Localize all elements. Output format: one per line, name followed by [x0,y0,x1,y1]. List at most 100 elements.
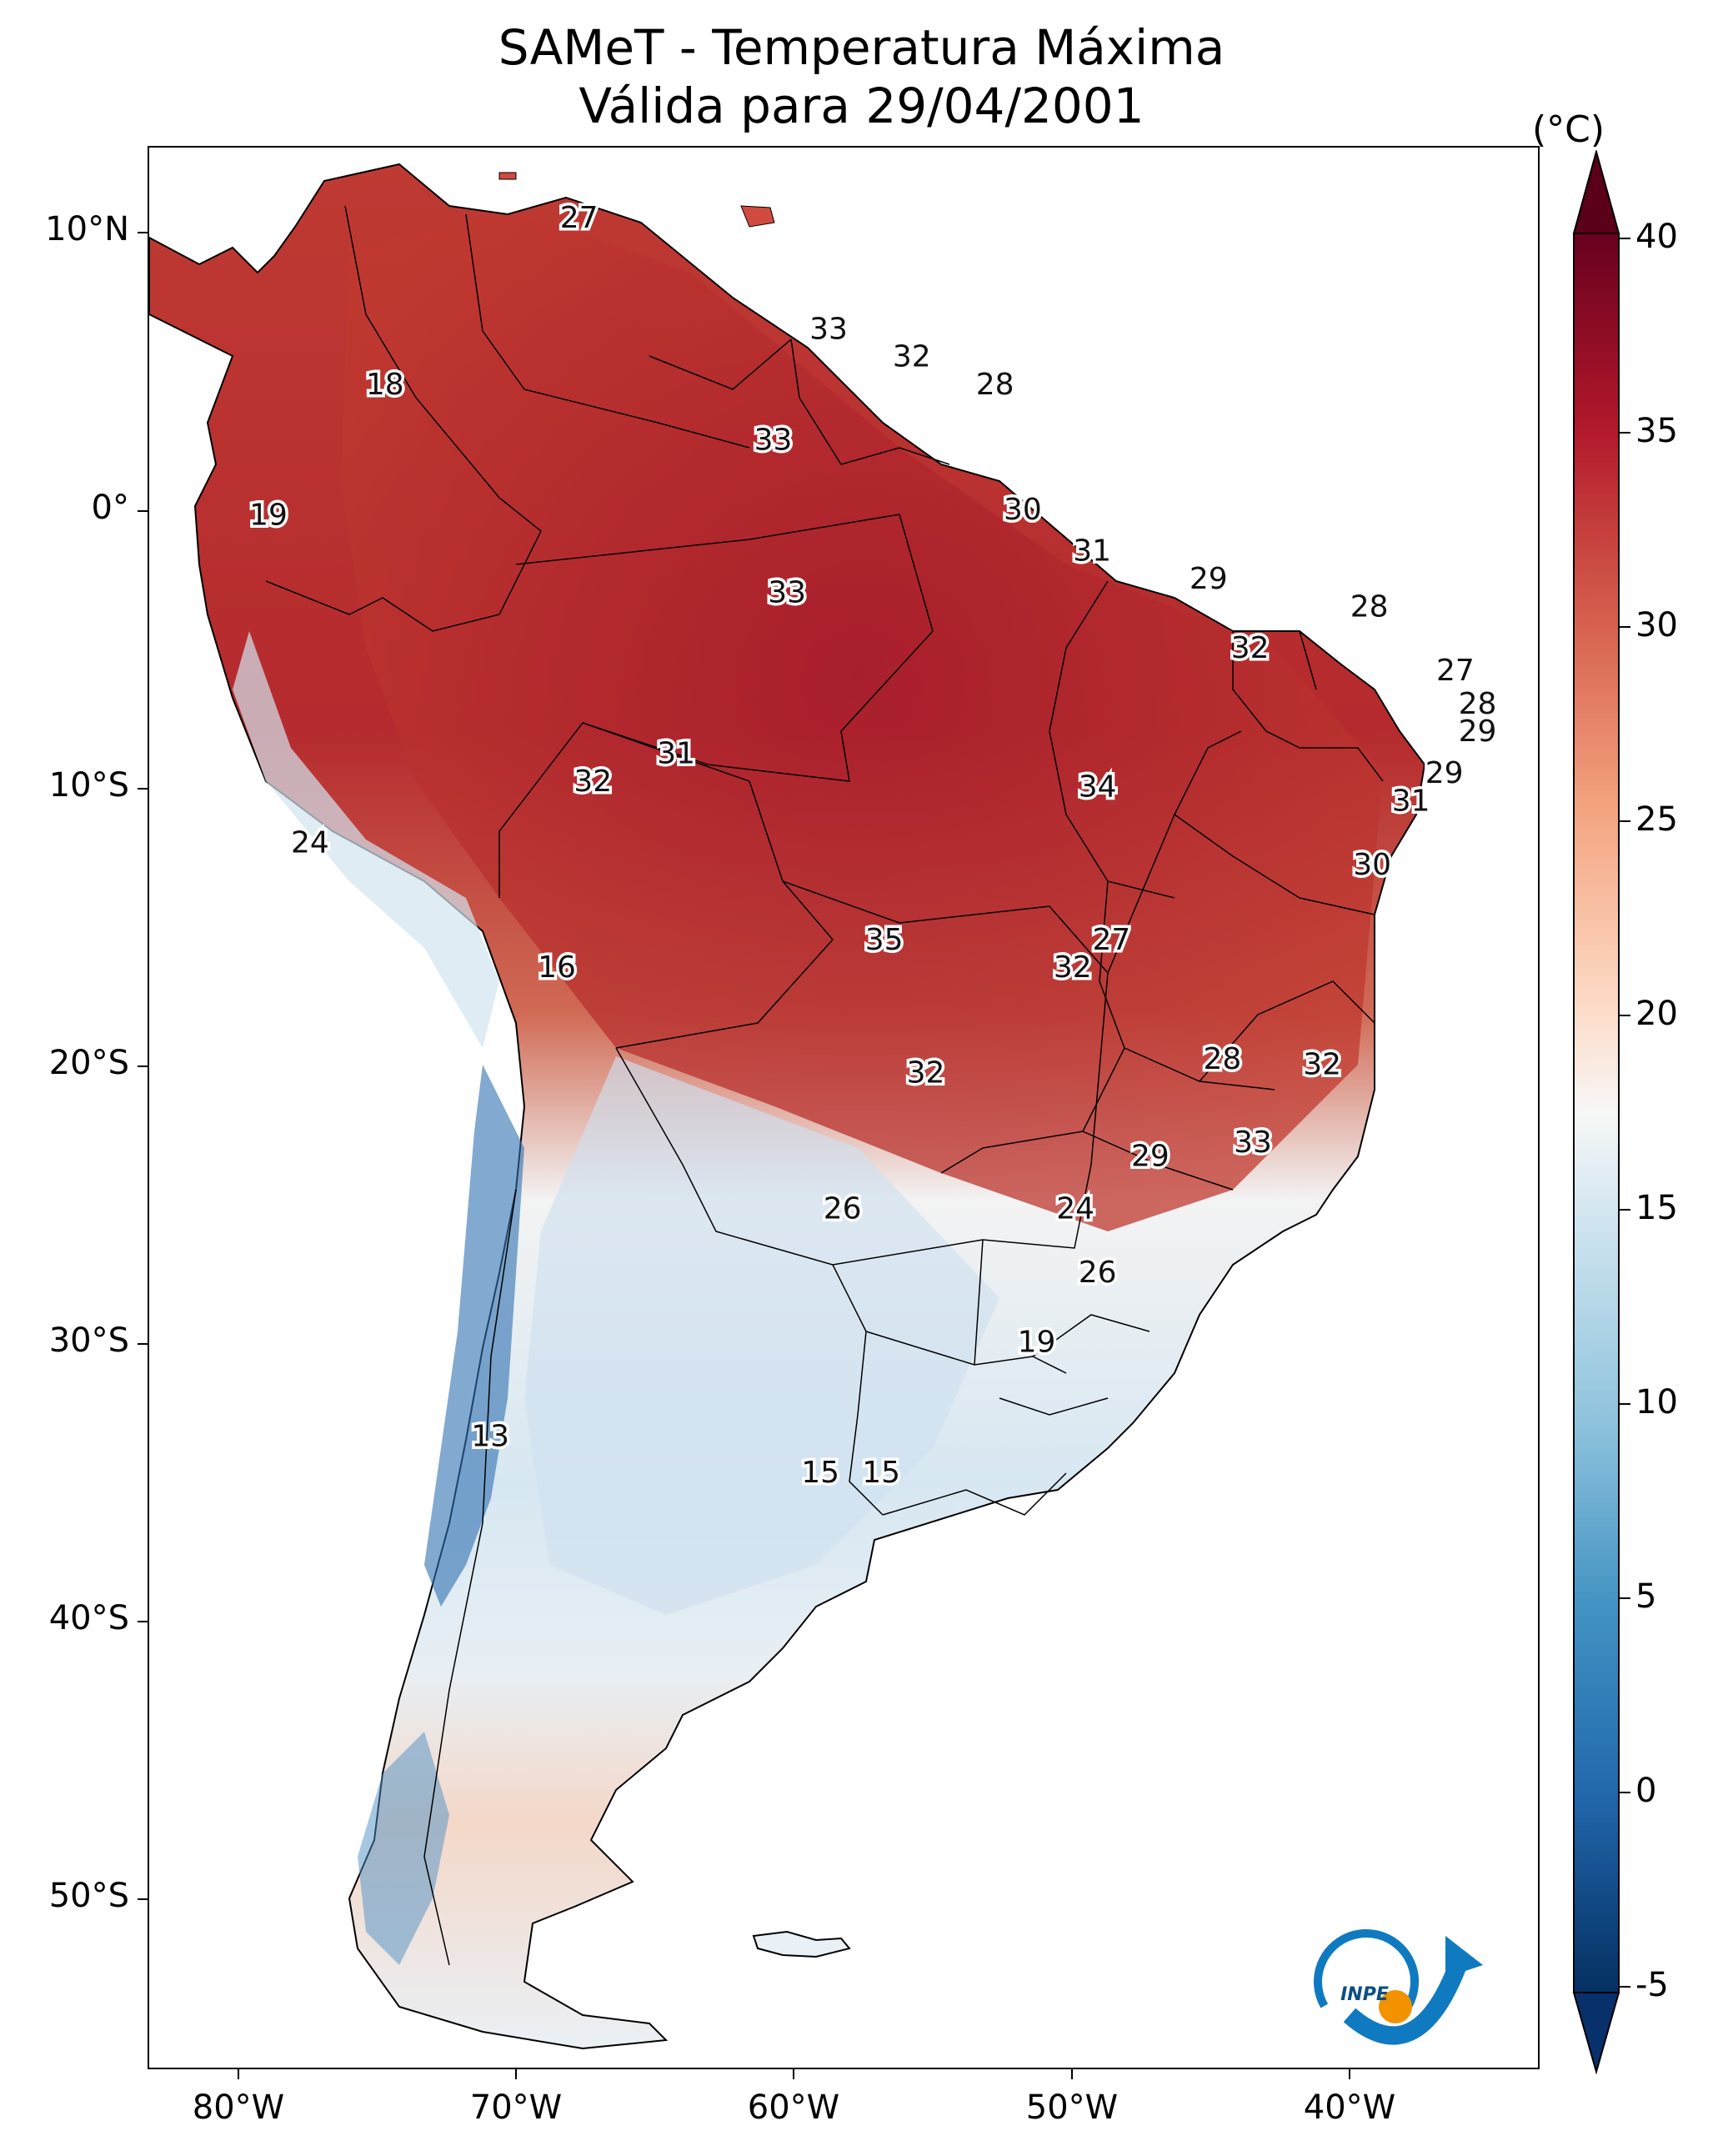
temperature-label: 28 [1459,687,1497,721]
x-tick-label: 60°W [747,2088,840,2127]
temperature-label: 35 [865,923,904,957]
cool-andes-north [233,631,499,1048]
colorbar-tick-mark [1619,432,1630,434]
colorbar-tick-mark [1619,1015,1630,1016]
y-tick-label: 10°N [45,210,129,248]
inpe-logo-text: INPE [1340,1984,1389,2005]
temperature-label: 27 [560,201,599,235]
temperature-label: 29 [1190,562,1228,596]
temperature-label: 13 [471,1420,509,1454]
temperature-label: 28 [976,368,1014,402]
temperature-label: 32 [1303,1048,1341,1082]
y-tick-label: 10°S [48,766,129,805]
temperature-label: 31 [657,737,695,771]
temperature-label: 30 [1353,848,1391,882]
temperature-label: 32 [1054,950,1092,985]
inpe-logo: INPE [1314,1929,1483,2045]
y-tick-mark [138,1065,148,1067]
x-tick-mark [1071,2069,1073,2079]
colorbar-tick-mark [1619,626,1630,628]
cool-pampas [524,1056,999,1615]
x-tick-label: 80°W [192,2088,285,2127]
temperature-label: 19 [1018,1326,1056,1360]
y-tick-mark [138,1343,148,1345]
temperature-label: 29 [1459,714,1497,749]
colorbar-tick-mark [1619,1209,1630,1211]
temperature-label: 29 [1425,756,1464,790]
temperature-label: 32 [1231,631,1270,665]
chart-title: SAMeT - Temperatura Máxima [498,19,1225,76]
colorbar-tick-label: 0 [1635,1772,1657,1810]
colorbar-tick-mark [1619,1403,1630,1405]
map-frame[interactable]: 27 33 32 28 18 33 19 30 31 29 33 28 32 27 28 29 31 32 29 34… [148,146,1540,2069]
temperature-label: 28 [1203,1042,1241,1076]
colorbar-unit: (°C) [1532,108,1605,151]
temperature-label: 32 [907,1056,945,1091]
colorbar-tick-label: -5 [1635,1966,1669,2004]
chart-subtitle: Válida para 29/04/2001 [579,78,1144,134]
colorbar-tick-label: 5 [1635,1577,1657,1616]
colorbar-extend-top [1572,150,1620,234]
colorbar-extend-bottom [1572,1992,1620,2075]
x-tick-label: 70°W [469,2088,563,2127]
temperature-label: 18 [366,368,404,402]
y-tick-mark [138,1898,148,1900]
falkland-islands [752,1930,851,1958]
temperature-label: 26 [824,1192,862,1226]
temperature-label: 16 [538,950,576,985]
temperature-label: 19 [249,498,288,532]
caribbean-islands [498,172,775,228]
x-tick-mark [793,2069,794,2079]
temperature-label: 29 [1131,1139,1170,1173]
colorbar-body [1573,233,1620,1993]
colorbar-tick-mark [1619,1597,1630,1599]
colorbar-tick-label: 15 [1635,1189,1678,1227]
colorbar-tick-label: 20 [1635,995,1678,1033]
colorbar-tick-label: 10 [1635,1383,1678,1421]
temperature-label: 34 [1079,770,1117,805]
temperature-label: 33 [809,312,848,346]
temperature-label: 24 [291,825,329,860]
y-tick-mark [138,1621,148,1622]
x-tick-label: 50°W [1025,2088,1119,2127]
colorbar-tick-mark [1619,1792,1630,1793]
colorbar-tick-label: 40 [1635,218,1678,256]
temperature-label: 30 [1004,493,1042,527]
y-tick-mark [138,788,148,790]
temperature-label: 15 [862,1456,900,1490]
colorbar-tick-label: 25 [1635,800,1678,839]
colorbar-tick-mark [1619,238,1630,239]
x-tick-mark [1349,2069,1350,2079]
temperature-label: 27 [1436,654,1475,688]
temperature-label: 26 [1079,1256,1117,1290]
cold-andes [424,1065,524,1607]
temperature-label: 28 [1350,589,1389,624]
cold-patagonia [358,1732,449,1965]
temperature-label: 33 [754,424,793,458]
x-tick-label: 40°W [1303,2088,1396,2127]
country-borders [265,205,1384,1966]
colorbar-tick-mark [1619,820,1630,822]
temperature-label: 27 [1092,923,1130,957]
temperature-label: 33 [768,576,806,610]
temperature-label: 32 [893,340,931,374]
colorbar-tick-label: 35 [1635,412,1678,450]
x-tick-mark [238,2069,239,2079]
temperature-label: 32 [573,765,612,799]
y-tick-label: 50°S [48,1877,129,1915]
y-tick-mark [138,510,148,512]
x-tick-mark [515,2069,517,2079]
colorbar-tick-label: 30 [1635,606,1678,644]
temperature-label: 31 [1073,534,1111,569]
y-tick-mark [138,232,148,233]
colorbar [1572,150,1620,2075]
y-tick-label: 0° [91,489,129,527]
y-tick-label: 30°S [48,1321,129,1360]
temperature-label: 15 [801,1456,839,1490]
temperature-label: 33 [1234,1126,1272,1160]
y-tick-label: 40°S [48,1599,129,1637]
y-tick-label: 20°S [48,1044,129,1082]
temperature-label: 24 [1056,1192,1094,1226]
